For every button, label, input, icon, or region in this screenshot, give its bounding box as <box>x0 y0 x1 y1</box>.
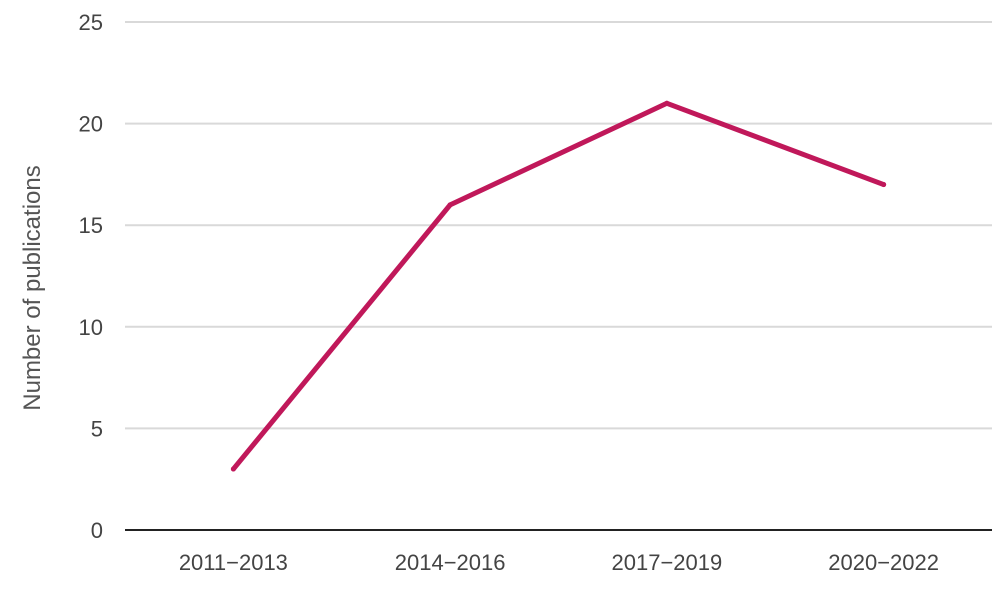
gridlines <box>125 21 992 430</box>
y-tick-label-10: 10 <box>79 315 103 340</box>
x-tick-label-1: 2014−2016 <box>395 550 506 575</box>
y-axis-title: Number of publications <box>19 165 46 410</box>
y-tick-label-0: 0 <box>91 518 103 543</box>
data-point-0-3 <box>881 182 887 188</box>
x-tick-label-3: 2020−2022 <box>828 550 939 575</box>
y-tick-label-15: 15 <box>79 213 103 238</box>
x-tick-label-0: 2011−2013 <box>179 550 288 575</box>
data-point-0-1 <box>447 202 453 208</box>
y-tick-label-5: 5 <box>91 416 103 441</box>
x-axis-ticks: 2011−2013 2014−2016 2017−2019 2020−2022 <box>179 550 939 575</box>
y-tick-label-25: 25 <box>79 10 103 35</box>
x-tick-label-2: 2017−2019 <box>612 550 723 575</box>
series-line-0 <box>230 100 887 472</box>
data-point-0-0 <box>230 466 236 472</box>
data-point-0-2 <box>664 100 670 106</box>
y-tick-label-20: 20 <box>79 112 103 137</box>
y-axis-ticks: 0 5 10 15 20 25 <box>79 10 103 543</box>
series-layer <box>230 100 887 472</box>
